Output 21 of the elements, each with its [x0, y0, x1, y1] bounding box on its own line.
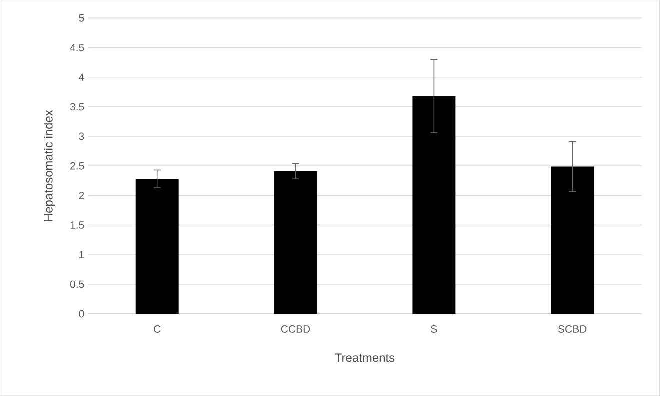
y-tick-label: 5 — [79, 14, 84, 22]
y-tick-label: 3 — [79, 132, 84, 140]
bar — [412, 96, 456, 314]
y-tick-label: 0.5 — [70, 280, 84, 288]
bar — [551, 166, 594, 314]
y-tick-label: 2.5 — [70, 162, 84, 170]
bar — [274, 171, 318, 314]
y-tick-label: 1 — [80, 251, 84, 258]
y-tick-label: 0 — [79, 310, 84, 318]
x-axis-title: Treatments — [335, 354, 395, 362]
y-tick-label: 2 — [79, 192, 84, 200]
bar — [136, 179, 179, 314]
y-tick-label: 1.5 — [70, 222, 84, 229]
x-tick-label: SCBD — [558, 325, 587, 333]
x-tick-label: S — [431, 325, 438, 333]
y-tick-label: 3.5 — [70, 103, 84, 111]
x-tick-label: C — [154, 325, 161, 333]
x-tick-label: CCBD — [281, 325, 310, 333]
y-tick-label: 4 — [79, 74, 84, 81]
y-tick-label: 4.5 — [70, 44, 84, 52]
y-axis-title: Hepatosomatic index — [44, 110, 56, 222]
